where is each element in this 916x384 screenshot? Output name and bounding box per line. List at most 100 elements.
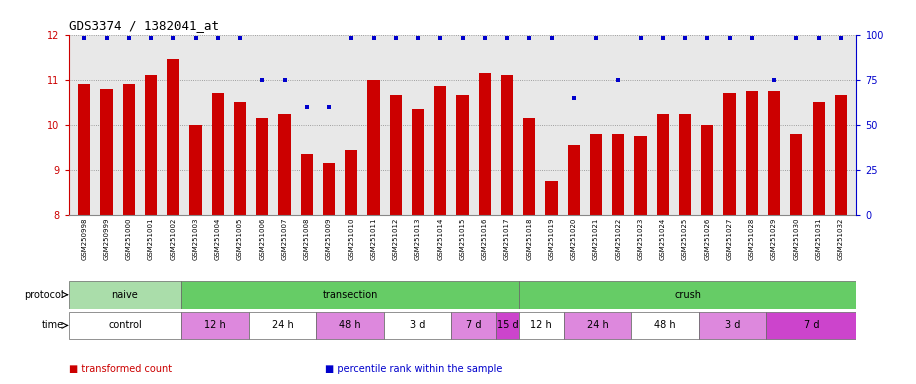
Text: 24 h: 24 h [272, 320, 293, 331]
Bar [145, 75, 158, 215]
Bar [679, 114, 692, 215]
Bar [190, 125, 202, 215]
Bar [78, 84, 91, 215]
Bar [212, 93, 224, 215]
Point [834, 35, 848, 41]
Bar [456, 96, 469, 215]
Point [522, 35, 537, 41]
Point [77, 35, 92, 41]
Text: time: time [42, 320, 64, 331]
Bar [767, 312, 856, 339]
Bar [181, 281, 518, 309]
Bar [657, 114, 669, 215]
Bar [699, 312, 767, 339]
Point [388, 35, 403, 41]
Bar [101, 89, 113, 215]
Point [166, 35, 180, 41]
Point [455, 35, 470, 41]
Bar [564, 312, 631, 339]
Bar [612, 134, 625, 215]
Text: 24 h: 24 h [587, 320, 608, 331]
Bar [590, 134, 602, 215]
Point [433, 35, 448, 41]
Bar [384, 312, 452, 339]
Point [144, 35, 158, 41]
Bar [249, 312, 316, 339]
Point [678, 35, 692, 41]
Point [477, 35, 492, 41]
Bar [367, 80, 380, 215]
Point [745, 35, 759, 41]
Bar [834, 96, 847, 215]
Bar [452, 312, 496, 339]
Bar [635, 136, 647, 215]
Text: control: control [108, 320, 142, 331]
Point [211, 35, 225, 41]
Point [500, 35, 515, 41]
Bar [181, 312, 249, 339]
Bar [568, 145, 580, 215]
Bar [496, 312, 518, 339]
Bar [323, 163, 335, 215]
Point [233, 35, 247, 41]
Point [566, 95, 581, 101]
Point [656, 35, 671, 41]
Point [723, 35, 737, 41]
Text: 3 d: 3 d [725, 320, 740, 331]
Bar [724, 93, 736, 215]
Bar [791, 134, 802, 215]
Point [700, 35, 714, 41]
Point [300, 104, 314, 110]
Bar [746, 91, 758, 215]
Bar [300, 154, 313, 215]
Text: 15 d: 15 d [496, 320, 518, 331]
Point [344, 35, 359, 41]
Bar [345, 150, 357, 215]
Point [255, 77, 269, 83]
Text: ■ transformed count: ■ transformed count [69, 364, 172, 374]
Bar [518, 281, 856, 309]
Text: transection: transection [322, 290, 377, 300]
Bar [278, 114, 290, 215]
Point [767, 77, 781, 83]
Bar [768, 91, 780, 215]
Bar [545, 181, 558, 215]
Text: protocol: protocol [25, 290, 64, 300]
Text: 3 d: 3 d [409, 320, 425, 331]
Bar [501, 75, 513, 215]
Text: 7 d: 7 d [803, 320, 819, 331]
Point [188, 35, 202, 41]
Bar [234, 102, 246, 215]
Bar [812, 102, 824, 215]
Text: 12 h: 12 h [204, 320, 226, 331]
Point [366, 35, 381, 41]
Text: crush: crush [674, 290, 701, 300]
Point [789, 35, 803, 41]
Bar [434, 86, 446, 215]
Point [589, 35, 604, 41]
Text: naive: naive [112, 290, 138, 300]
Bar [256, 118, 268, 215]
Point [410, 35, 425, 41]
Bar [389, 96, 402, 215]
Bar [167, 60, 180, 215]
Bar [412, 109, 424, 215]
Bar [316, 312, 384, 339]
Point [633, 35, 648, 41]
Bar [479, 73, 491, 215]
Bar [69, 312, 181, 339]
Bar [518, 312, 564, 339]
Point [544, 35, 559, 41]
Point [278, 77, 292, 83]
Text: ■ percentile rank within the sample: ■ percentile rank within the sample [325, 364, 503, 374]
Point [812, 35, 826, 41]
Text: 48 h: 48 h [339, 320, 361, 331]
Bar [123, 84, 135, 215]
Text: 7 d: 7 d [466, 320, 482, 331]
Point [99, 35, 114, 41]
Bar [631, 312, 699, 339]
Text: 48 h: 48 h [654, 320, 676, 331]
Point [122, 35, 136, 41]
Bar [523, 118, 536, 215]
Text: 12 h: 12 h [530, 320, 552, 331]
